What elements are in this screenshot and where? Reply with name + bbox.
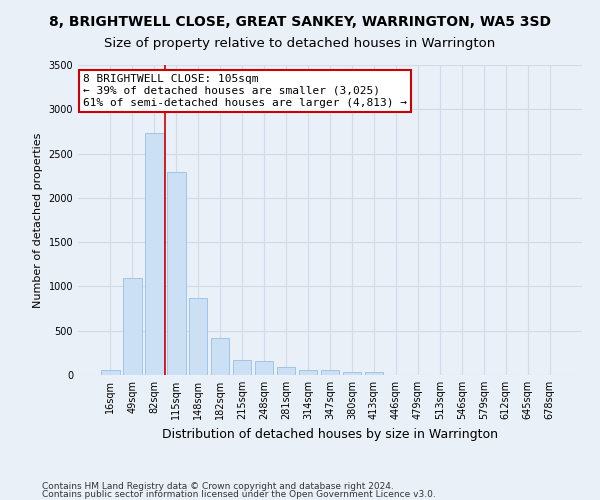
Bar xyxy=(101,370,119,375)
Text: 8 BRIGHTWELL CLOSE: 105sqm
← 39% of detached houses are smaller (3,025)
61% of s: 8 BRIGHTWELL CLOSE: 105sqm ← 39% of deta… xyxy=(83,74,407,108)
Bar xyxy=(233,360,251,375)
Bar xyxy=(277,367,295,375)
Y-axis label: Number of detached properties: Number of detached properties xyxy=(33,132,43,308)
Text: Size of property relative to detached houses in Warrington: Size of property relative to detached ho… xyxy=(104,38,496,51)
Text: 8, BRIGHTWELL CLOSE, GREAT SANKEY, WARRINGTON, WA5 3SD: 8, BRIGHTWELL CLOSE, GREAT SANKEY, WARRI… xyxy=(49,15,551,29)
Bar xyxy=(365,372,383,375)
Text: Contains public sector information licensed under the Open Government Licence v3: Contains public sector information licen… xyxy=(42,490,436,499)
Bar xyxy=(255,361,274,375)
Bar xyxy=(343,372,361,375)
Bar xyxy=(211,338,229,375)
Bar xyxy=(320,370,340,375)
Bar xyxy=(167,172,185,375)
X-axis label: Distribution of detached houses by size in Warrington: Distribution of detached houses by size … xyxy=(162,428,498,440)
Bar xyxy=(189,298,208,375)
Bar xyxy=(123,278,142,375)
Text: Contains HM Land Registry data © Crown copyright and database right 2024.: Contains HM Land Registry data © Crown c… xyxy=(42,482,394,491)
Bar xyxy=(299,370,317,375)
Bar xyxy=(145,133,164,375)
